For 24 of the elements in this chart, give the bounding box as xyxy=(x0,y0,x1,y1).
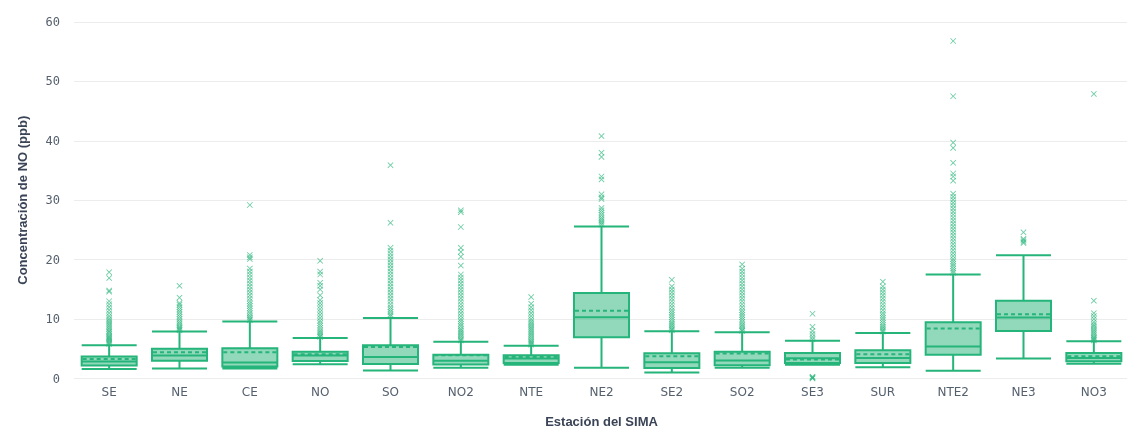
x-tick-label: SUR xyxy=(870,384,896,399)
x-tick-label: SO xyxy=(381,384,400,399)
x-axis-title: Estación del SIMA xyxy=(545,413,659,429)
x-tick-label: NO2 xyxy=(447,384,474,399)
x-tick-label: NE3 xyxy=(1011,384,1036,399)
x-tick-label: SE xyxy=(101,384,117,399)
x-tick-label: SE3 xyxy=(801,384,824,399)
y-tick-label: 60 xyxy=(45,15,60,29)
y-axis-title: Concentración de NO (ppb) xyxy=(15,115,30,285)
x-tick-label: SE2 xyxy=(660,384,684,399)
x-tick-label: NTE2 xyxy=(937,384,969,399)
x-tick-label: CE xyxy=(241,384,258,399)
x-tick-label: NTE xyxy=(519,384,544,399)
y-tick-label: 30 xyxy=(45,193,60,208)
y-tick-label: 10 xyxy=(45,312,60,327)
x-tick-label: NE xyxy=(171,384,188,399)
x-tick-label: NO3 xyxy=(1080,384,1107,399)
x-tick-label: NO xyxy=(310,384,330,399)
y-tick-label: 0 xyxy=(52,371,60,386)
x-tick-label: SO2 xyxy=(729,384,755,399)
x-tick-label: NE2 xyxy=(589,384,614,399)
y-tick-label: 20 xyxy=(45,252,60,267)
y-tick-label: 50 xyxy=(45,74,60,89)
y-tick-label: 40 xyxy=(45,133,60,148)
